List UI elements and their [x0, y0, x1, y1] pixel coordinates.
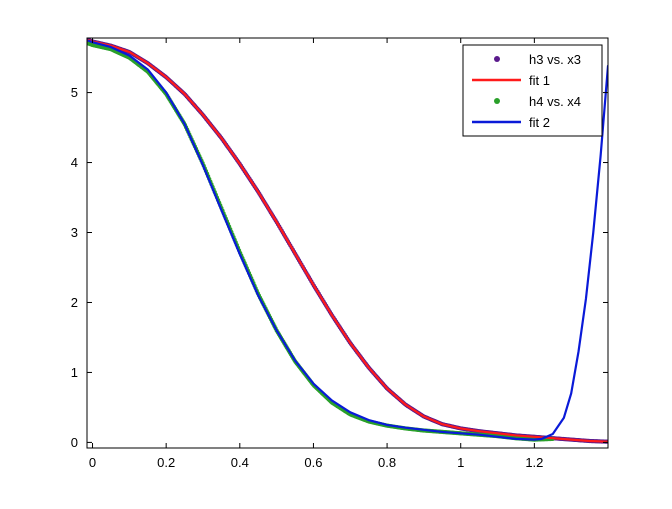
series-2-line: [87, 39, 608, 443]
series-4-line: [87, 39, 608, 441]
x-tick-label: 0.6: [304, 455, 322, 470]
legend-entry-4: fit 2: [472, 115, 550, 130]
x-tick-label: 0.2: [157, 455, 175, 470]
x-tick-label: 0.4: [231, 455, 249, 470]
legend-entry-3: h4 vs. x4: [494, 94, 581, 109]
y-tick-label: 4: [71, 155, 78, 170]
legend-label: fit 1: [529, 73, 550, 88]
axes-frame: [86, 37, 609, 449]
y-tick-label: 0: [71, 435, 78, 450]
x-tick-label: 1: [457, 455, 464, 470]
x-tick-label: 1.2: [525, 455, 543, 470]
legend-label: h3 vs. x3: [529, 52, 581, 67]
legend-label: h4 vs. x4: [529, 94, 581, 109]
legend: h3 vs. x3 fit 1 h4 vs. x4 fit 2: [462, 44, 603, 137]
y-tick-label: 5: [71, 85, 78, 100]
legend-entry-1: h3 vs. x3: [494, 52, 581, 67]
plot-area: [87, 38, 608, 444]
legend-label: fit 2: [529, 115, 550, 130]
x-tick-label: 0: [89, 455, 96, 470]
y-tick-label: 1: [71, 365, 78, 380]
y-tick-label: 3: [71, 225, 78, 240]
x-tick-label: 0.8: [378, 455, 396, 470]
legend-marker: [494, 56, 500, 62]
y-tick-label: 2: [71, 295, 78, 310]
axes: 0 0.2 0.4 0.6 0.8 1 1.2 0 1 2 3 4 5: [71, 37, 609, 470]
legend-entry-2: fit 1: [472, 73, 550, 88]
legend-marker: [494, 98, 500, 104]
